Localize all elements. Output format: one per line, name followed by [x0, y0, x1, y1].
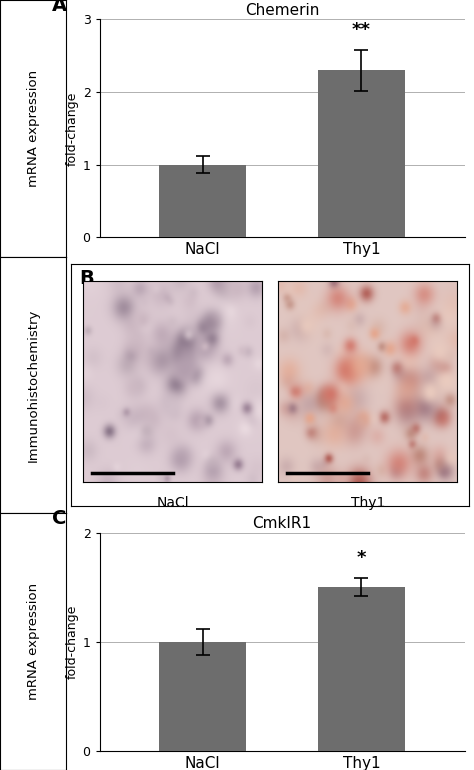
Text: A: A: [52, 0, 67, 15]
Text: *: *: [356, 550, 366, 567]
Bar: [318, 587, 405, 751]
Y-axis label: fold-change: fold-change: [65, 91, 78, 166]
Title: Chemerin: Chemerin: [245, 3, 319, 18]
Title: CmkIR1: CmkIR1: [253, 517, 311, 531]
Text: B: B: [79, 270, 94, 288]
Text: mRNA expression: mRNA expression: [27, 583, 40, 700]
Bar: [318, 70, 405, 237]
Text: Thy1: Thy1: [351, 496, 385, 510]
Y-axis label: fold-change: fold-change: [65, 604, 78, 679]
Text: C: C: [52, 509, 66, 528]
Text: mRNA expression: mRNA expression: [27, 70, 40, 187]
Bar: [159, 165, 246, 237]
Text: NaCl: NaCl: [156, 496, 189, 510]
Text: **: **: [352, 21, 371, 38]
Text: Immunohistochemistry: Immunohistochemistry: [27, 308, 40, 462]
Bar: [159, 641, 246, 751]
